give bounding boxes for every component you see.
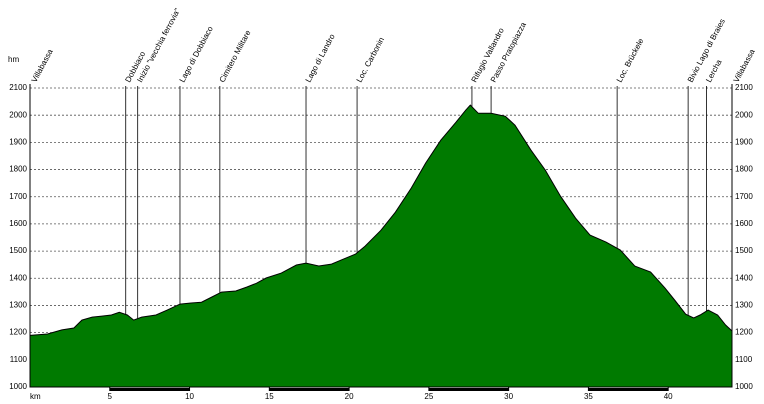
y-unit: hm	[8, 55, 19, 64]
y-tick-label: 1700	[9, 192, 27, 201]
x-tick-label: 35	[584, 392, 593, 401]
waypoint-label: Villabassa	[732, 47, 757, 84]
x-tick-label: 15	[265, 392, 274, 401]
y-tick-label: 1300	[9, 301, 27, 310]
waypoint-label: Inizio "vecchia ferrovia"	[135, 7, 182, 84]
y-tick-label-right: 1000	[735, 382, 753, 391]
waypoint-label: Passo Pratopiazza	[489, 20, 529, 84]
waypoint-label: Lago di Landro	[304, 32, 337, 84]
elevation-area	[29, 104, 733, 388]
y-tick-label: 1100	[10, 355, 28, 364]
y-tick-label-right: 1900	[735, 137, 753, 146]
km-bar	[428, 388, 509, 391]
x-tick-label: 20	[345, 392, 354, 401]
y-tick-label-right: 1500	[735, 246, 753, 255]
x-unit: km	[30, 392, 41, 401]
y-tick-label: 1400	[9, 273, 27, 282]
y-tick-label-right: 1600	[735, 219, 753, 228]
x-tick-label: 40	[664, 392, 673, 401]
y-tick-label-right: 1800	[735, 165, 753, 174]
x-tick-label: 5	[108, 392, 113, 401]
y-tick-label-right: 1400	[735, 273, 753, 282]
y-tick-label-right: 1200	[735, 328, 753, 337]
km-bar	[269, 388, 350, 391]
waypoint-label: Loc. Carbonin	[355, 36, 386, 84]
y-tick-label-right: 1700	[735, 192, 753, 201]
x-tick-label: 25	[424, 392, 433, 401]
waypoint-label: Loc. Brückele	[615, 36, 646, 84]
x-tick-label: 10	[185, 392, 194, 401]
y-tick-label-right: 1100	[735, 355, 753, 364]
km-bar	[109, 388, 190, 391]
y-tick-label: 1200	[9, 328, 27, 337]
waypoint-label: Cimitero Militare	[218, 28, 253, 84]
y-tick-label: 1900	[9, 137, 27, 146]
y-tick-label-right: 1300	[735, 301, 753, 310]
y-tick-label: 1000	[9, 382, 27, 391]
y-tick-label: 1800	[9, 165, 27, 174]
y-tick-label: 2100	[9, 83, 27, 92]
x-tick-label: 30	[504, 392, 513, 401]
waypoint-label: Villabassa	[30, 47, 55, 84]
y-tick-label: 2000	[9, 110, 27, 119]
km-bar	[588, 388, 669, 391]
y-tick-label: 1600	[9, 219, 27, 228]
waypoint-label: Lercha	[704, 58, 724, 84]
y-tick-label-right: 2100	[735, 83, 753, 92]
y-tick-label: 1500	[9, 246, 27, 255]
waypoint-label: Lago di Dobbiaco	[178, 24, 215, 84]
y-tick-label-right: 2000	[735, 110, 753, 119]
